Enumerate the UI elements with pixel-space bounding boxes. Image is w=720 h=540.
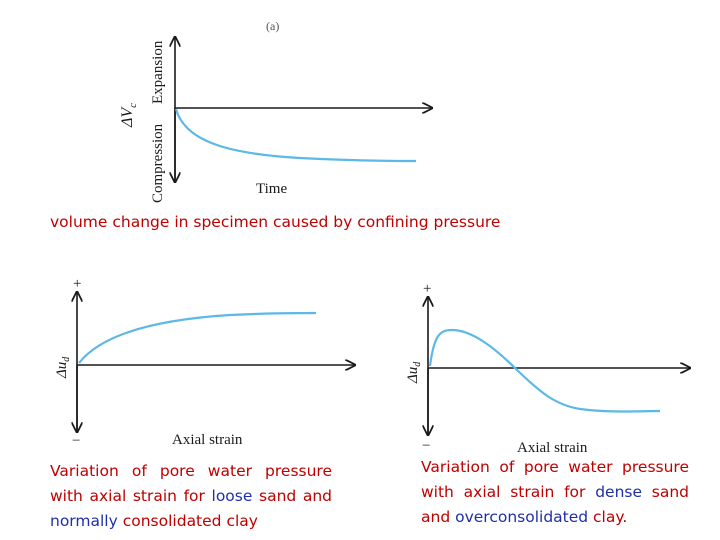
left-pore-pressure-curve bbox=[78, 311, 317, 364]
top-y-symbol: ΔVc bbox=[119, 103, 139, 128]
right-caption-text-3: clay. bbox=[588, 508, 628, 526]
right-caption: Variation of pore water pressure with ax… bbox=[421, 455, 689, 530]
left-caption-text-1: Variation of pore water pressure with ax… bbox=[50, 462, 332, 505]
left-caption-text-2: sand and bbox=[252, 487, 332, 505]
top-y-label-expansion: Expansion bbox=[150, 40, 166, 104]
left-plus-sign: + bbox=[73, 276, 81, 292]
top-x-label: Time bbox=[256, 181, 287, 197]
top-volume-curve bbox=[174, 108, 417, 163]
right-caption-text-2: sand and bbox=[421, 483, 689, 526]
top-plot: (a) Expansion Compression ΔVc Time bbox=[119, 19, 432, 203]
right-caption-highlight-dense: dense bbox=[595, 483, 642, 501]
left-caption-highlight-loose: loose bbox=[211, 487, 253, 505]
left-x-label: Axial strain bbox=[172, 432, 243, 448]
right-x-label: Axial strain bbox=[517, 440, 588, 456]
top-caption: volume change in specimen caused by conf… bbox=[50, 213, 501, 231]
right-plus-sign: + bbox=[423, 281, 431, 297]
left-y-symbol: Δud bbox=[54, 356, 72, 379]
left-minus-sign: − bbox=[72, 433, 80, 449]
right-y-symbol: Δud bbox=[405, 361, 423, 384]
left-plot: + − Δud Axial strain bbox=[54, 276, 355, 449]
right-caption-highlight-overconsolidated: overconsolidated bbox=[455, 508, 589, 526]
right-pore-pressure-curve bbox=[428, 328, 661, 413]
left-caption-highlight-normally: normally bbox=[50, 512, 118, 530]
top-panel-label: (a) bbox=[266, 19, 279, 33]
left-caption-text-3: consolidated clay bbox=[117, 512, 258, 530]
right-plot: + − Δud Axial strain bbox=[405, 281, 690, 456]
top-y-label-compression: Compression bbox=[150, 123, 166, 203]
right-minus-sign: − bbox=[422, 438, 430, 454]
left-caption: Variation of pore water pressure with ax… bbox=[50, 459, 332, 534]
right-caption-text-1: Variation of pore water pressure with ax… bbox=[421, 458, 689, 501]
